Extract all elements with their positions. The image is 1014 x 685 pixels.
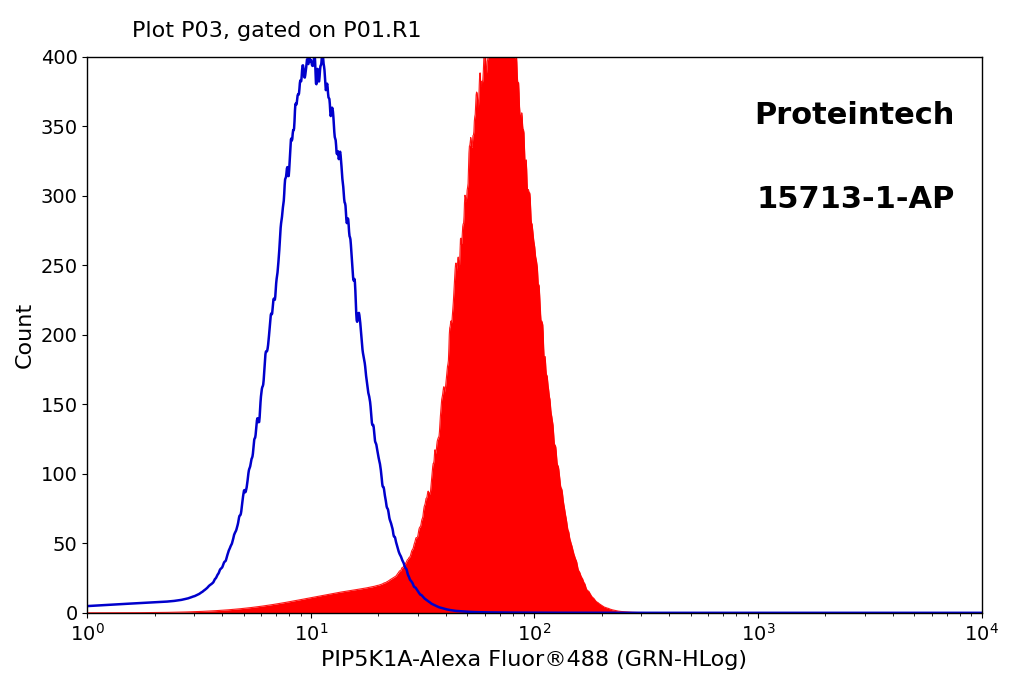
Text: Plot P03, gated on P01.R1: Plot P03, gated on P01.R1 [132,21,422,40]
Text: Proteintech: Proteintech [754,101,955,130]
Text: 15713-1-AP: 15713-1-AP [756,185,955,214]
X-axis label: PIP5K1A-Alexa Fluor®488 (GRN-HLog): PIP5K1A-Alexa Fluor®488 (GRN-HLog) [321,650,747,670]
Y-axis label: Count: Count [15,301,35,368]
